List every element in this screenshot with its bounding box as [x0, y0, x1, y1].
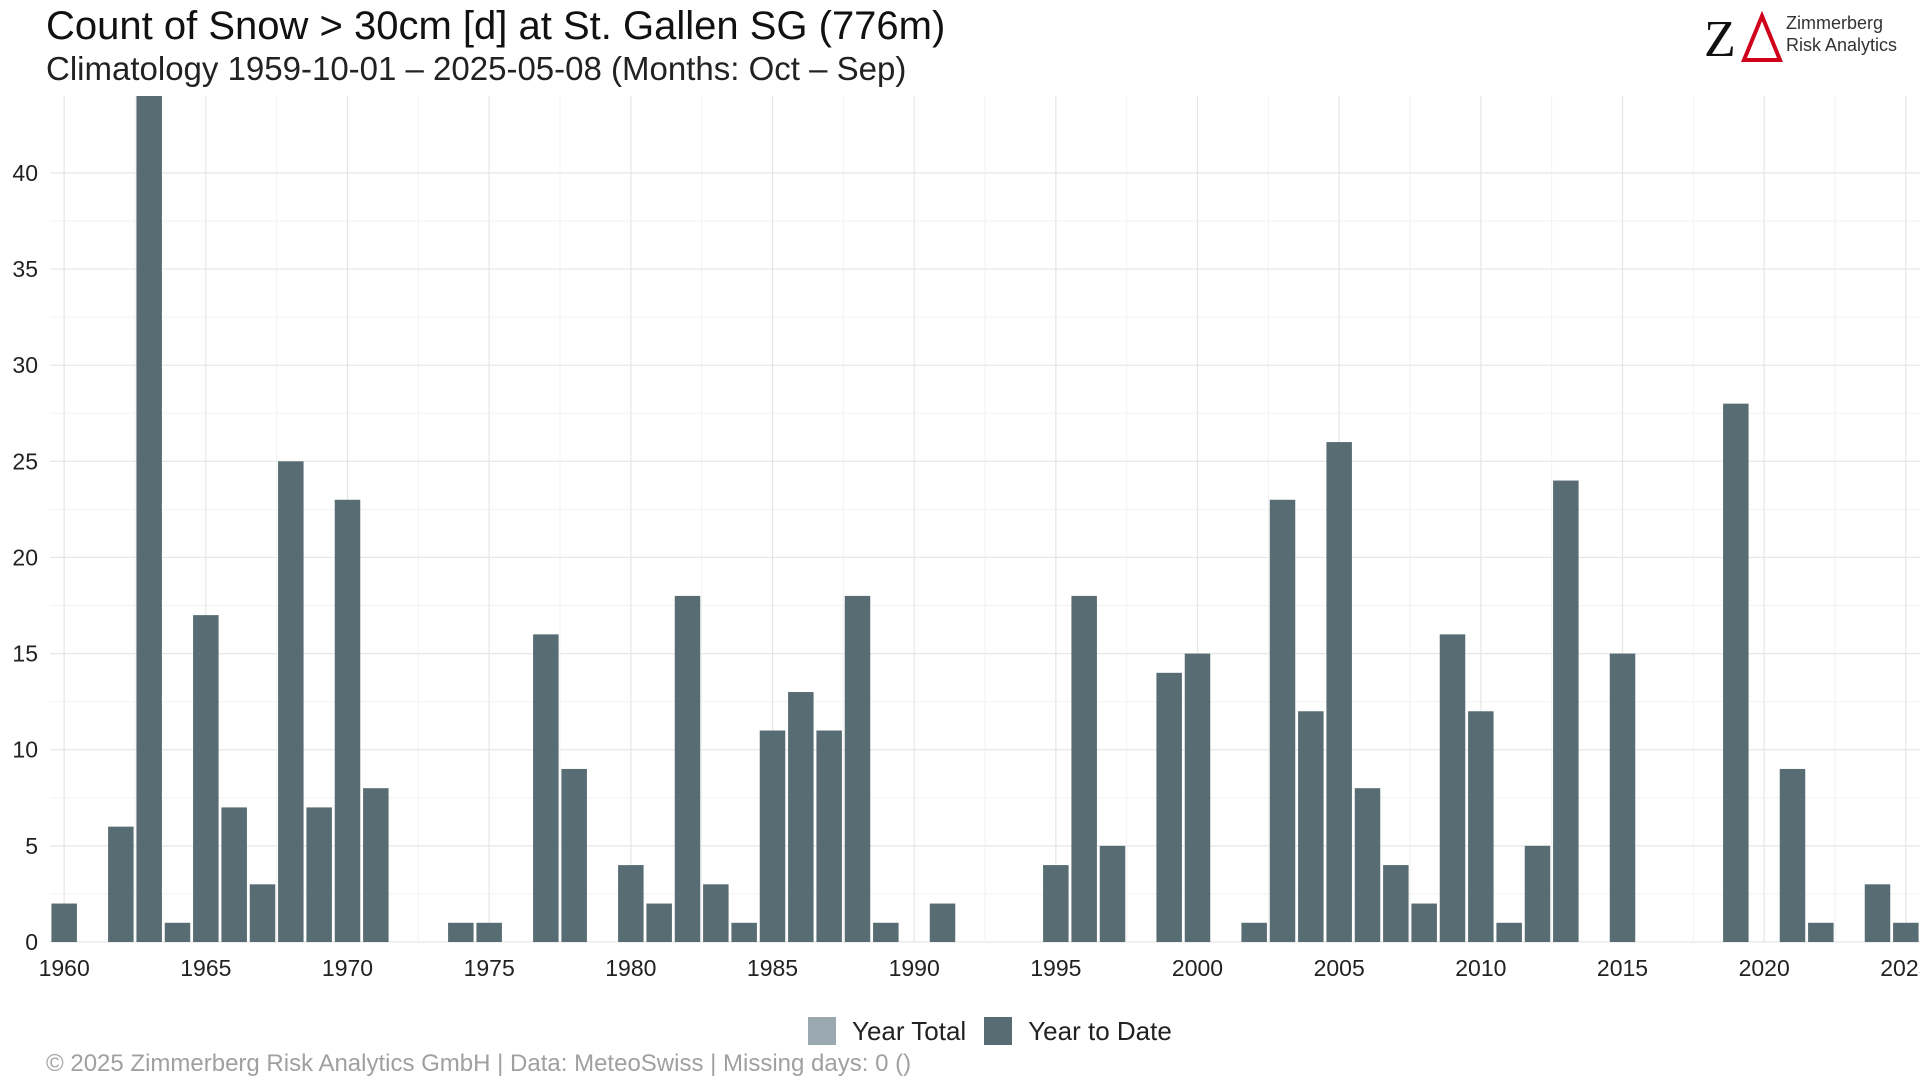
legend-item-year-total: Year Total: [808, 1016, 966, 1047]
logo-text: Zimmerberg Risk Analytics: [1786, 12, 1897, 56]
bar-1984: [731, 922, 757, 942]
bar-1963: [136, 96, 162, 942]
y-tick-label: 15: [12, 641, 38, 667]
bar-1983: [703, 884, 729, 942]
legend-label-year-to-date: Year to Date: [1028, 1015, 1172, 1046]
company-logo: Z: [1704, 10, 1783, 64]
bar-1999: [1156, 672, 1182, 942]
bar-2005: [1326, 442, 1352, 942]
bar-2006: [1354, 788, 1381, 942]
bar-2007: [1383, 865, 1409, 942]
bar-2024: [1864, 884, 1891, 942]
x-tick-label: 1970: [322, 955, 373, 981]
bar-2022: [1808, 922, 1834, 942]
bar-2015: [1609, 653, 1636, 942]
footer-credits: © 2025 Zimmerberg Risk Analytics GmbH | …: [46, 1050, 912, 1077]
x-tick-label: 1965: [180, 955, 231, 981]
x-axis-ticks: 1960 1965 1970 1975 1980 1985 1990 1995 2000 2005…: [39, 955, 1920, 981]
logo-z-letter: Z: [1704, 11, 1736, 64]
x-tick-label: 1975: [464, 955, 515, 981]
bar-1960: [51, 903, 77, 942]
bar-1982: [674, 595, 701, 942]
bar-2012: [1524, 845, 1551, 942]
x-tick-label: 2005: [1314, 955, 1365, 981]
bar-1996: [1071, 595, 1097, 942]
x-tick-label: 1985: [747, 955, 798, 981]
grid-lines: [50, 96, 1920, 943]
bar-2000: [1184, 653, 1211, 942]
bar-1988: [844, 595, 871, 942]
bar-1978: [561, 768, 587, 942]
chart-title: Count of Snow > 30cm [d] at St. Gallen S…: [46, 4, 946, 48]
x-tick-label: 1980: [605, 955, 656, 981]
bars: [51, 96, 1919, 942]
bar-2008: [1411, 903, 1437, 942]
y-tick-label: 20: [12, 544, 38, 570]
legend: Year Total Year to Date: [808, 1016, 1190, 1046]
y-tick-label: 35: [12, 256, 38, 282]
y-tick-label: 5: [25, 833, 38, 859]
logo-line2: Risk Analytics: [1786, 35, 1898, 55]
bar-1997: [1099, 845, 1126, 942]
x-tick-label: 2025: [1880, 955, 1920, 981]
logo-delta-icon: [1741, 10, 1783, 62]
x-tick-label: 2020: [1739, 955, 1790, 981]
bar-2004: [1298, 711, 1324, 942]
bar-1962: [108, 826, 134, 942]
bar-1989: [873, 922, 899, 942]
y-tick-label: 30: [12, 352, 38, 378]
bar-2010: [1468, 711, 1494, 942]
bar-1975: [476, 922, 502, 942]
y-axis-ticks: 0 5 10 15 20 25 30 35 40: [12, 160, 38, 955]
chart-subtitle: Climatology 1959-10-01 – 2025-05-08 (Mon…: [46, 50, 907, 87]
y-tick-label: 0: [25, 929, 38, 955]
x-tick-label: 2010: [1455, 955, 1506, 981]
x-tick-label: 1990: [889, 955, 940, 981]
bar-2009: [1439, 634, 1466, 942]
bar-1991: [929, 903, 956, 942]
bar-1977: [533, 634, 559, 942]
bar-1971: [363, 788, 389, 942]
bar-1966: [221, 807, 247, 942]
bar-1968: [278, 461, 304, 942]
y-tick-label: 10: [12, 737, 38, 763]
x-tick-label: 1995: [1030, 955, 1081, 981]
bar-1965: [193, 615, 219, 942]
bar-1987: [816, 730, 842, 942]
bar-1969: [306, 807, 332, 942]
x-tick-label: 2000: [1172, 955, 1223, 981]
bar-2025: [1893, 922, 1919, 942]
bar-2021: [1779, 768, 1806, 942]
bar-1974: [448, 922, 474, 942]
bar-1964: [164, 922, 191, 942]
bar-2002: [1241, 922, 1267, 942]
bar-1995: [1043, 865, 1069, 942]
bar-1967: [249, 884, 276, 942]
bar-2003: [1269, 499, 1296, 942]
legend-swatch-year-to-date: [984, 1017, 1013, 1045]
legend-item-year-to-date: Year to Date: [984, 1016, 1172, 1047]
legend-swatch-year-total: [808, 1017, 836, 1045]
legend-label-year-total: Year Total: [852, 1015, 967, 1046]
bar-2013: [1553, 480, 1579, 942]
bar-1986: [788, 692, 814, 942]
bar-1981: [646, 903, 672, 942]
y-tick-label: 40: [12, 160, 38, 186]
x-tick-label: 1960: [39, 955, 90, 981]
bar-2011: [1496, 922, 1522, 942]
x-tick-label: 2015: [1597, 955, 1648, 981]
y-tick-label: 25: [12, 448, 38, 474]
bar-1970: [334, 499, 361, 942]
bar-1985: [759, 730, 786, 942]
logo-line1: Zimmerberg: [1786, 13, 1884, 33]
bar-1980: [618, 865, 644, 942]
bar-2019: [1723, 403, 1749, 942]
